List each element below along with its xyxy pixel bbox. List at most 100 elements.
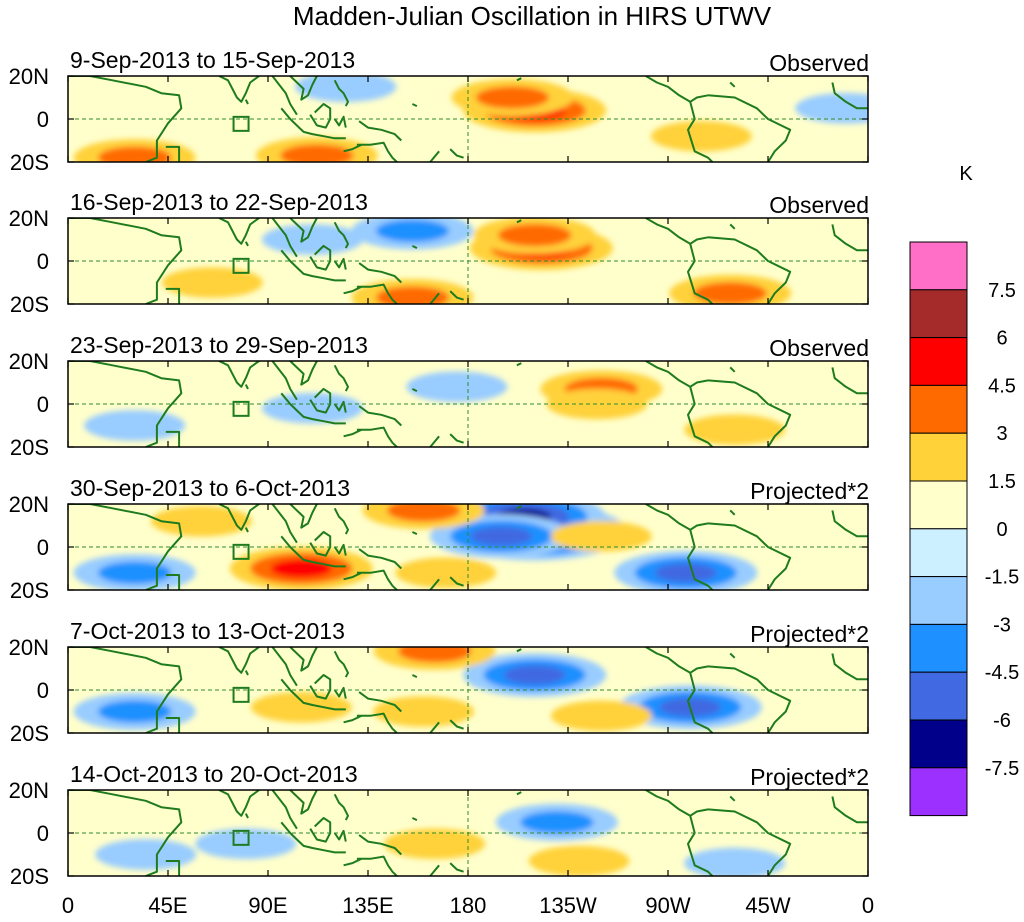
coastline	[218, 76, 260, 103]
anomaly-mark	[95, 839, 197, 870]
coastline	[645, 361, 709, 388]
colorbar-swatch	[909, 767, 968, 817]
colorbar-swatch	[909, 384, 968, 434]
coastline	[68, 76, 183, 162]
panel-kind-label: Projected*2	[750, 478, 869, 504]
coastline	[687, 815, 714, 876]
anomaly-field	[161, 218, 792, 304]
coastline	[280, 535, 346, 568]
coastline	[429, 578, 440, 590]
colorbar-swatch	[909, 241, 968, 291]
coastline	[165, 430, 181, 447]
coastline	[343, 143, 362, 153]
coastline	[411, 817, 418, 822]
coastline	[333, 650, 349, 678]
coastline	[429, 292, 440, 304]
panel-period-label: 7-Oct-2013 to 13-Oct-2013	[70, 618, 345, 644]
anomaly-mark	[398, 647, 472, 663]
anomaly-mark	[395, 557, 497, 589]
coastline	[343, 285, 362, 295]
y-tick-label: 20S	[10, 578, 49, 603]
coastline	[68, 647, 183, 733]
anomaly-mark	[655, 563, 717, 583]
panel-kind-label: Observed	[769, 335, 869, 361]
y-tick-label: 20S	[10, 721, 49, 746]
panel-4: 20N 0 20S 30-Sep-2013 to 6-Oct-2013 Projecte…	[9, 475, 869, 603]
coastline	[289, 76, 318, 101]
coastline	[729, 509, 736, 516]
panel-1: 20N 0 20S 9-Sep-2013 to 15-Sep-2013 Observed	[9, 47, 869, 175]
x-tick-label: 180	[450, 893, 487, 918]
anomaly-field	[95, 803, 786, 876]
coastlines	[68, 218, 868, 304]
y-tick-label: 0	[37, 678, 49, 703]
coastline	[411, 531, 418, 536]
anomaly-mark	[550, 520, 652, 552]
coastlines	[68, 361, 868, 447]
coastline	[165, 860, 181, 876]
anomaly-field	[73, 76, 868, 162]
anomaly-mark	[528, 845, 630, 876]
colorbar-label: -1.5	[985, 567, 1019, 589]
panel-kind-label: Projected*2	[750, 764, 869, 790]
coastline	[411, 674, 418, 679]
coastline	[280, 678, 346, 711]
anomaly-mark	[98, 700, 172, 723]
colorbar-label: -3	[993, 614, 1011, 636]
coastline	[358, 120, 402, 142]
coastline	[244, 241, 249, 247]
coastline	[707, 665, 792, 733]
coastline	[271, 361, 298, 401]
panel-2: 20N 0 20S 16-Sep-2013 to 22-Sep-2013 Observe…	[9, 189, 869, 317]
coastline	[165, 145, 181, 162]
coastline	[271, 76, 298, 116]
coastline	[687, 243, 714, 304]
region-box	[232, 686, 250, 703]
anomaly-mark	[98, 146, 172, 162]
coastline	[333, 257, 347, 270]
region-box	[232, 400, 250, 417]
coastline	[333, 400, 347, 413]
x-tick-label: 0	[862, 893, 874, 918]
coastline	[516, 219, 522, 224]
coastline	[218, 218, 260, 245]
anomaly-mark	[373, 696, 475, 727]
coastline	[449, 576, 464, 587]
colorbar-swatch	[909, 671, 968, 721]
anomaly-mark	[270, 559, 332, 578]
coastline	[165, 717, 181, 733]
panel-kind-label: Projected*2	[750, 621, 869, 647]
colorbar-label: 3	[996, 423, 1007, 445]
colorbar-swatch	[909, 719, 968, 769]
colorbar-label: -6	[993, 710, 1011, 732]
anomaly-mark	[550, 700, 652, 732]
coastline	[831, 653, 868, 681]
panel-period-label: 14-Oct-2013 to 20-Oct-2013	[70, 761, 358, 787]
coastline	[358, 548, 403, 570]
coastline	[516, 505, 522, 510]
coastline	[411, 103, 418, 108]
anomaly-mark	[84, 410, 186, 441]
panel-kind-label: Observed	[769, 50, 869, 76]
y-tick-label: 20S	[10, 292, 49, 317]
x-tick-label: 90E	[248, 893, 287, 918]
y-tick-label: 0	[37, 535, 49, 560]
coastline	[343, 857, 362, 867]
anomaly-mark	[98, 561, 172, 584]
anomaly-mark	[693, 282, 767, 304]
colorbar-swatch	[909, 337, 968, 386]
colorbar-swatch	[909, 528, 968, 578]
coastline	[687, 101, 714, 162]
y-tick-label: 20S	[10, 150, 49, 175]
coastline	[165, 287, 181, 304]
y-tick-label: 0	[37, 821, 49, 846]
coastline	[333, 364, 349, 392]
coastline	[707, 522, 792, 590]
anomaly-mark	[684, 414, 786, 446]
colorbar-swatch	[909, 623, 968, 673]
anomaly-mark	[375, 286, 450, 304]
y-tick-label: 20S	[10, 435, 49, 460]
panel-period-label: 23-Sep-2013 to 29-Sep-2013	[70, 332, 368, 358]
x-tick-label: 45W	[745, 893, 790, 918]
y-tick-label: 20N	[9, 64, 49, 89]
